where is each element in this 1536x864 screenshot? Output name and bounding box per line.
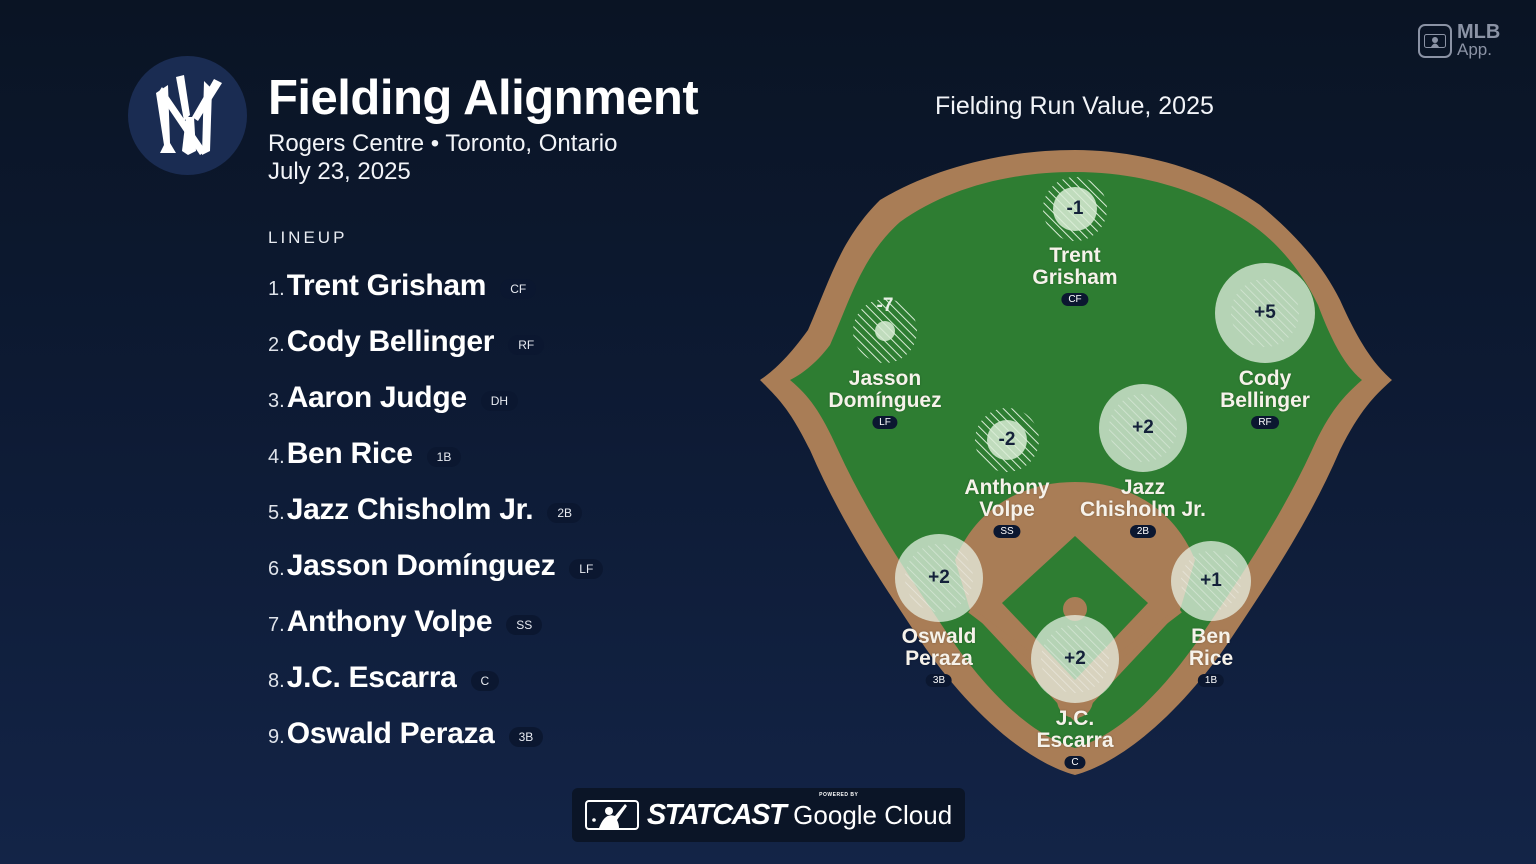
- lineup-item: 7. Anthony Volpe SS: [268, 594, 603, 650]
- batting-order: 8.: [268, 669, 285, 692]
- lineup-list: 1. Trent Grisham CF 2. Cody Bellinger RF 3. A…: [268, 258, 604, 762]
- fielder-c: J.C. Escarra C: [1036, 707, 1114, 770]
- player-name: Anthony Volpe: [286, 605, 493, 638]
- run-value-rf: +5: [1254, 302, 1276, 323]
- run-value-2b: +2: [1132, 417, 1154, 438]
- game-info: Rogers Centre • Toronto, Ontario July 23…: [268, 130, 617, 186]
- position-badge: CF: [500, 279, 537, 299]
- player-name: Ben Rice: [286, 437, 413, 470]
- fielder-last-name: Bellinger: [1220, 389, 1310, 412]
- mlb-app-badge: MLB App.: [1418, 21, 1501, 59]
- mlb-logo-icon: [1418, 24, 1452, 58]
- player-name: Aaron Judge: [286, 381, 467, 414]
- fielder-position-badge: LF: [872, 416, 898, 429]
- fielder-rf: Cody Bellinger RF: [1220, 368, 1310, 430]
- fielder-position-badge: CF: [1061, 293, 1089, 306]
- position-badge: SS: [506, 615, 543, 635]
- fielder-3b: Oswald Peraza 3B: [901, 625, 977, 688]
- batting-order: 6.: [268, 557, 285, 580]
- lineup-item: 4. Ben Rice 1B: [268, 426, 603, 482]
- fielder-lf: Jasson Domínguez LF: [828, 367, 942, 430]
- fielder-1b: Ben Rice 1B: [1189, 626, 1233, 688]
- position-badge: 1B: [426, 447, 462, 467]
- fielder-first-name: Jasson: [848, 367, 922, 390]
- run-value-1b: +1: [1200, 570, 1222, 591]
- player-name: Trent Grisham: [286, 269, 487, 302]
- venue: Rogers Centre • Toronto, Ontario: [268, 130, 618, 157]
- statcast-footer: STATCAST POWERED BY Google Cloud: [572, 788, 965, 842]
- run-value-3b: +2: [928, 567, 950, 588]
- fielder-first-name: Cody: [1238, 367, 1292, 390]
- batting-order: 2.: [268, 333, 285, 356]
- fielder-last-name: Volpe: [979, 498, 1035, 521]
- position-badge: C: [470, 671, 500, 691]
- lineup-item: 5. Jazz Chisholm Jr. 2B: [268, 482, 603, 538]
- player-name: Jasson Domínguez: [286, 549, 556, 582]
- mlb-logo-icon: [584, 800, 639, 830]
- lineup-item: 3. Aaron Judge DH: [268, 370, 603, 426]
- fielder-last-name: Rice: [1188, 647, 1234, 670]
- fielder-position-badge: SS: [993, 525, 1021, 538]
- batting-order: 9.: [268, 725, 285, 748]
- google-cloud-wordmark: POWERED BY Google Cloud: [793, 792, 953, 831]
- player-name: Oswald Peraza: [286, 717, 495, 750]
- run-value-c: +2: [1064, 648, 1086, 669]
- lineup-label: LINEUP: [268, 228, 348, 247]
- game-date: July 23, 2025: [268, 158, 411, 185]
- lineup-item: 9. Oswald Peraza 3B: [268, 706, 603, 762]
- run-value-ss: -2: [998, 429, 1016, 450]
- field-chart-title: Fielding Run Value, 2025: [935, 92, 1214, 120]
- position-badge: LF: [569, 559, 604, 579]
- fielder-first-name: Oswald: [901, 625, 977, 648]
- page-title: Fielding Alignment: [268, 71, 699, 125]
- player-name: Cody Bellinger: [286, 325, 495, 358]
- lineup-item: 2. Cody Bellinger RF: [268, 314, 603, 370]
- mlb-app-line1: MLB: [1457, 21, 1501, 43]
- lineup-item: 1. Trent Grisham CF: [268, 258, 603, 314]
- statcast-wordmark: STATCAST: [646, 798, 787, 831]
- fielder-last-name: Grisham: [1032, 266, 1118, 289]
- run-value-cf: -1: [1066, 198, 1084, 219]
- player-name: Jazz Chisholm Jr.: [286, 493, 534, 526]
- batting-order: 1.: [268, 277, 285, 300]
- ny-logo-icon: [155, 74, 222, 155]
- fielder-first-name: Jazz: [1120, 476, 1166, 499]
- fielder-last-name: Peraza: [905, 647, 973, 670]
- mlb-app-line2: App.: [1457, 40, 1492, 59]
- partner-name: Google Cloud: [793, 799, 953, 830]
- fielder-last-name: Domínguez: [828, 389, 942, 412]
- fielder-position-badge: C: [1064, 756, 1086, 769]
- fielder-position-badge: 2B: [1129, 525, 1157, 538]
- fielder-cf: Trent Grisham CF: [1032, 244, 1118, 307]
- position-badge: RF: [508, 335, 545, 355]
- fielder-last-name: Escarra: [1036, 729, 1114, 752]
- fielder-2b: Jazz Chisholm Jr. 2B: [1080, 477, 1206, 539]
- batting-order: 7.: [268, 613, 285, 636]
- fielder-first-name: Anthony: [964, 476, 1050, 499]
- player-name: J.C. Escarra: [286, 661, 457, 694]
- batting-order: 3.: [268, 389, 285, 412]
- fielder-first-name: Trent: [1049, 244, 1101, 267]
- powered-by-label: POWERED BY: [819, 791, 859, 798]
- position-badge: 3B: [508, 727, 544, 747]
- pitchers-mound: [1063, 597, 1087, 621]
- fielder-first-name: Ben: [1191, 625, 1231, 648]
- fielder-last-name: Chisholm Jr.: [1079, 498, 1207, 521]
- fielder-position-badge: 3B: [925, 674, 953, 687]
- run-value-lf: -7: [876, 295, 894, 316]
- lineup-item: 6. Jasson Domínguez LF: [268, 538, 604, 594]
- fielder-first-name: J.C.: [1055, 707, 1095, 730]
- fielder-position-badge: 1B: [1197, 674, 1225, 687]
- team-logo: [128, 56, 247, 175]
- position-badge: 2B: [547, 503, 583, 523]
- fielder-position-badge: RF: [1251, 416, 1279, 429]
- fielder-ss: Anthony Volpe SS: [964, 476, 1050, 539]
- batting-order: 5.: [268, 501, 285, 524]
- batting-order: 4.: [268, 445, 285, 468]
- lineup-item: 8. J.C. Escarra C: [268, 650, 603, 706]
- position-badge: DH: [480, 391, 519, 411]
